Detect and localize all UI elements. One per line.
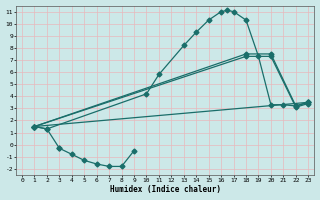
X-axis label: Humidex (Indice chaleur): Humidex (Indice chaleur) (110, 185, 220, 194)
